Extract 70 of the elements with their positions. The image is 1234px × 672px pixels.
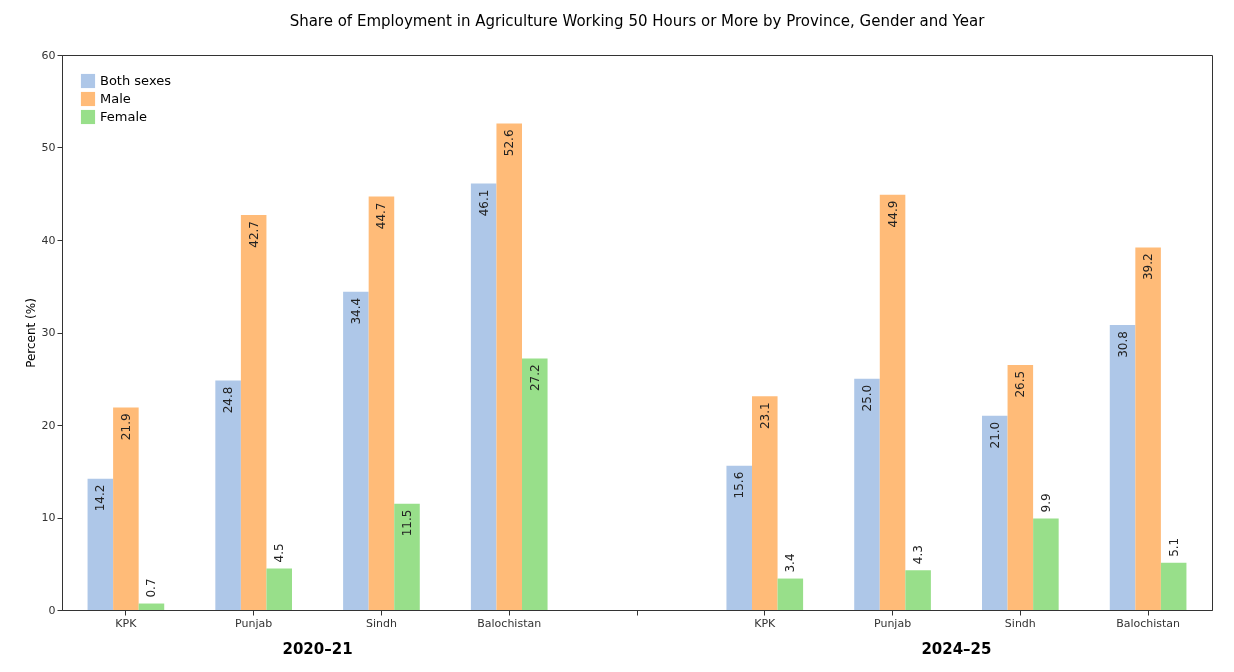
data-label: 24.8 [221,386,236,414]
bar [1033,518,1059,610]
bar [777,578,804,610]
chart-title: Share of Employment in Agriculture Working 50 Hours or More by Province, Gender and Year [289,12,986,30]
data-label: 3.4 [783,553,798,573]
data-label: 46.1 [476,189,491,217]
data-label: 11.5 [400,509,414,537]
data-label: 44.7 [374,202,389,230]
text: 2024–25 [921,640,992,658]
bar [113,407,139,610]
y-tick-label: 60 [41,48,56,62]
y-axis-title: Percent (%) [23,298,38,368]
x-tick-label: Balochistan [477,616,542,630]
x-tick-label: KPK [115,616,138,630]
legend-label: Male [100,91,131,106]
y-tick-label: 30 [41,326,56,339]
bar [138,603,165,610]
data-label: 25.0 [860,384,874,412]
x-tick-label: Punjab [235,616,273,630]
data-label: 21.9 [118,413,133,441]
bar [496,123,522,610]
data-label: 42.7 [246,221,261,248]
y-tick-label: 20 [41,418,56,432]
data-label: 21.0 [987,421,1002,449]
bar [470,183,497,610]
data-label: 14.2 [93,484,108,512]
bar [394,503,420,610]
data-label: 26.5 [1013,370,1028,398]
bar [1007,364,1034,610]
data-label: 4.3 [911,545,926,565]
bar [726,465,752,610]
data-label: 4.5 [272,543,287,563]
y-tick-label: 10 [41,511,56,524]
bar [522,358,548,610]
data-label: 23.1 [757,402,772,430]
bar [215,380,241,610]
bar [240,215,267,610]
y-tick-label: 50 [41,141,56,154]
bar [905,570,931,610]
bar [368,196,395,610]
data-label: 27.2 [527,364,542,392]
data-label: 44.9 [885,200,900,228]
y-tick-label: 0 [48,603,56,617]
data-label: 34.4 [348,297,363,325]
text: 2020–21 [282,640,353,658]
bar [1109,325,1136,610]
x-tick-label: KPK [754,616,777,630]
bar [982,415,1008,610]
x-tick-label: Sindh [1004,616,1036,630]
legend-label: Both sexes [100,73,172,88]
x-tick-label: Balochistan [1116,616,1181,630]
bar [879,194,906,610]
bar [343,291,369,610]
data-label: 30.8 [1115,331,1130,358]
bar [752,396,778,610]
bar [1135,247,1161,610]
bar [87,478,114,610]
legend-label: Female [100,109,148,124]
data-label: 9.9 [1038,493,1053,513]
data-label: 0.7 [144,578,159,598]
x-tick-label: Punjab [873,616,912,630]
y-tick-label: 40 [41,233,56,247]
data-label: 39.2 [1141,253,1156,281]
bar [854,378,880,610]
x-tick-label: Sindh [365,616,397,630]
data-label: 15.6 [732,471,747,499]
data-label: 5.1 [1166,537,1181,557]
data-label: 52.6 [502,129,517,157]
bar [1160,562,1187,610]
bar [266,568,292,610]
